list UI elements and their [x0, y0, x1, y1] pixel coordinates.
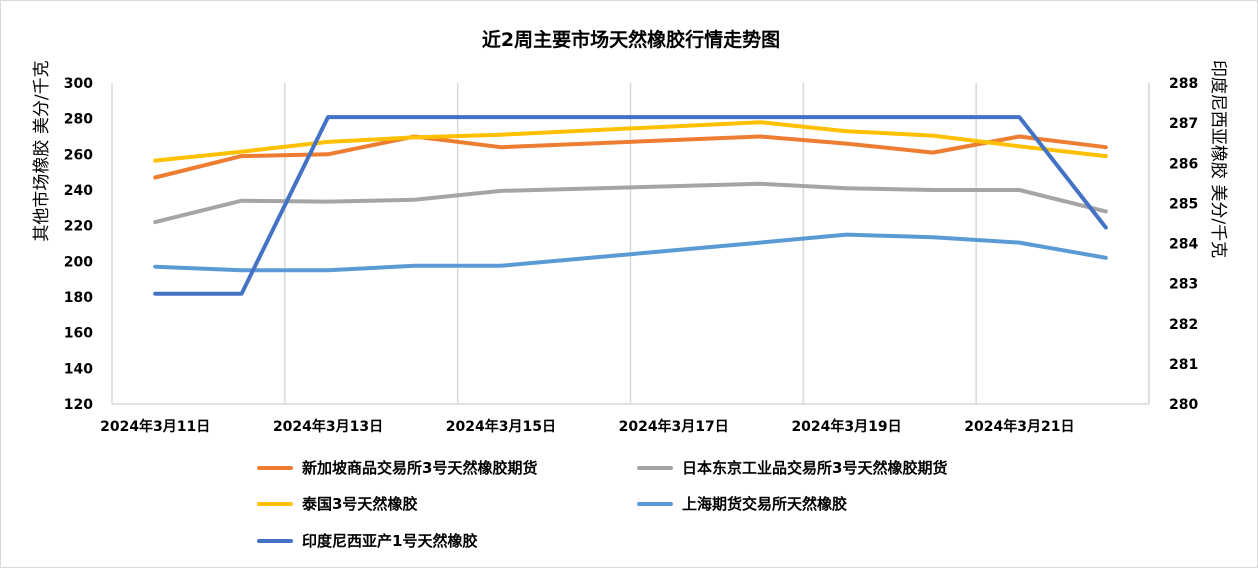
x-tick-label: 2024年3月21日 — [964, 418, 1074, 435]
y-right-tick-label: 281 — [1169, 357, 1198, 373]
legend-entry-label: 泰国3号天然橡胶 — [301, 495, 417, 513]
chart-title: 近2周主要市场天然橡胶行情走势图 — [482, 28, 780, 51]
y-right-tick-label: 284 — [1169, 237, 1198, 253]
series-line — [153, 120, 1108, 163]
x-tick-label: 2024年3月17日 — [619, 418, 729, 435]
series-lines — [153, 115, 1108, 296]
series-line — [153, 232, 1108, 273]
y-left-tick-label: 200 — [64, 254, 93, 270]
y-right-tick-label: 282 — [1169, 317, 1198, 333]
x-tick-label: 2024年3月13日 — [273, 418, 383, 435]
y-left-tick-label: 160 — [64, 326, 93, 342]
y-left-tick-label: 300 — [64, 76, 93, 92]
series-line — [153, 134, 1108, 180]
y-axis-right-title: 印度尼西亚橡胶 美分/千克 — [1208, 60, 1228, 258]
y-right-tick-label: 286 — [1169, 156, 1198, 172]
y-left-tick-label: 220 — [64, 219, 93, 235]
y-left-tick-label: 180 — [64, 290, 93, 306]
y-left-tick-label: 120 — [64, 397, 93, 413]
legend: 新加坡商品交易所3号天然橡胶期货 日本东京工业品交易所3号天然橡胶期货泰国3号天然… — [257, 459, 947, 550]
y-left-tick-label: 280 — [64, 112, 93, 128]
legend-entry-label: 新加坡商品交易所3号天然橡胶期货 — [302, 459, 537, 477]
y-right-tick-label: 283 — [1169, 277, 1198, 293]
x-tick-label: 2024年3月19日 — [791, 418, 901, 435]
y-right-tick-label: 288 — [1169, 76, 1198, 92]
legend-entry-label: 印度尼西亚产1号天然橡胶 — [302, 532, 477, 550]
y-right-tick-label: 285 — [1169, 196, 1198, 212]
y-left-tick-label: 260 — [64, 147, 93, 163]
y-left-tick-label: 140 — [64, 361, 93, 377]
x-tick-label: 2024年3月15日 — [446, 418, 556, 435]
x-tick-label: 2024年3月11日 — [100, 418, 210, 435]
legend-entry-label: 日本东京工业品交易所3号天然橡胶期货 — [682, 459, 947, 477]
y-right-tick-label: 280 — [1169, 397, 1198, 413]
legend-entry-label: 上海期货交易所天然橡胶 — [682, 495, 847, 513]
y-right-tick-label: 287 — [1169, 116, 1198, 132]
series-line — [153, 115, 1108, 296]
axes: 120 140 160 180 200 220 240 260 280 300 280 281 282 2… — [64, 76, 1199, 435]
y-axis-left-title: 其他市场橡胶 美分/千克 — [32, 60, 52, 241]
y-left-tick-label: 240 — [64, 183, 93, 199]
